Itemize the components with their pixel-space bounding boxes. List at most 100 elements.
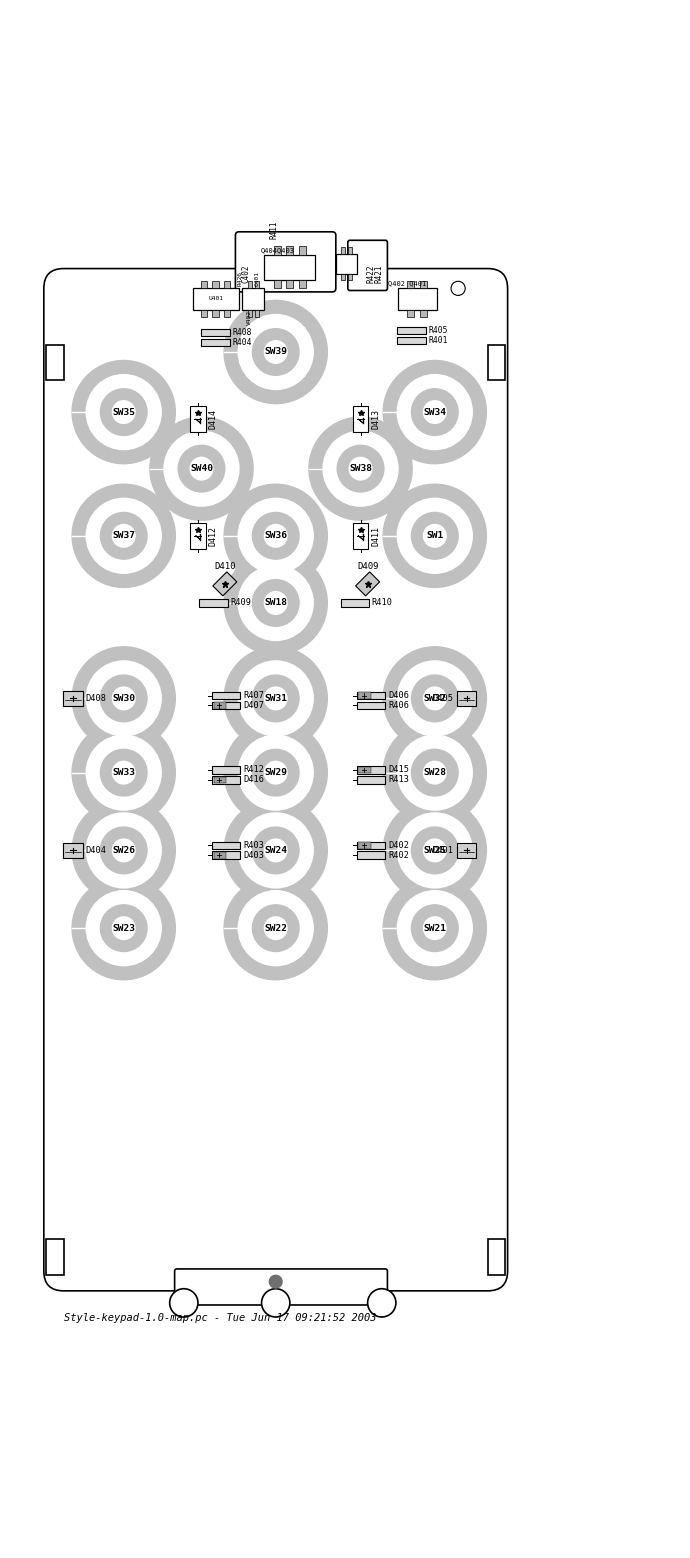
Text: SW33: SW33 [112,768,135,777]
Text: R407: R407 [243,692,264,700]
Bar [63,690,83,706]
Text: C401: C401 [255,271,259,287]
Circle shape [170,1288,198,1317]
FancyBboxPatch shape [348,240,387,290]
Circle shape [397,891,472,966]
Bar [201,340,230,346]
FancyBboxPatch shape [355,572,380,595]
Text: R410: R410 [372,598,393,608]
Text: D408: D408 [86,693,106,703]
Circle shape [238,566,313,640]
Bar [341,246,345,254]
Circle shape [264,840,287,862]
Bar [397,327,426,335]
Circle shape [264,687,287,710]
Bar [212,692,240,700]
Bar [190,407,206,432]
Text: D411: D411 [371,525,380,545]
Circle shape [112,525,135,547]
Circle shape [238,661,313,735]
Bar [299,246,306,256]
Circle shape [269,1276,282,1288]
Circle shape [309,418,412,520]
Text: D405: D405 [433,693,454,703]
Circle shape [383,360,486,464]
Text: SW22: SW22 [264,924,287,933]
Text: Q402 Q401: Q402 Q401 [388,280,426,287]
Bar [274,279,281,288]
Bar [286,246,293,256]
Text: R405: R405 [428,326,448,335]
Bar [46,1239,63,1274]
Text: R401: R401 [428,337,448,346]
Circle shape [397,661,472,735]
Circle shape [238,315,313,390]
Circle shape [411,675,458,721]
Bar [420,280,427,288]
Bar [353,407,368,432]
Circle shape [72,647,175,749]
Text: SW23: SW23 [112,924,135,933]
Bar [248,280,251,288]
Circle shape [100,749,147,796]
Circle shape [253,675,299,721]
Circle shape [100,675,147,721]
Circle shape [253,329,299,375]
Text: D416: D416 [243,776,264,784]
Circle shape [150,418,253,520]
Circle shape [397,813,472,888]
Bar [213,776,226,782]
Bar [341,600,369,606]
Bar [358,767,371,773]
Circle shape [86,813,161,888]
Circle shape [238,813,313,888]
Circle shape [397,499,472,573]
Text: R413: R413 [388,776,409,784]
Text: R403: R403 [243,841,264,851]
Text: D406: D406 [388,692,409,700]
Bar [213,703,226,709]
Text: SW18: SW18 [264,598,287,608]
Text: D412: D412 [208,525,217,545]
Circle shape [86,661,161,735]
Text: V402: V402 [247,310,252,324]
Text: SW29: SW29 [264,768,287,777]
Circle shape [264,762,287,784]
Circle shape [224,799,327,902]
Text: R426: R426 [237,271,242,287]
Circle shape [397,374,472,450]
Circle shape [100,827,147,874]
Text: SW38: SW38 [349,464,372,474]
Bar [407,280,414,288]
Bar [242,288,264,310]
Bar [224,280,230,288]
Text: SW39: SW39 [264,347,287,357]
Circle shape [238,499,313,573]
Text: Q404Q403: Q404Q403 [260,246,294,252]
Bar [46,344,63,380]
Text: SW21: SW21 [423,924,446,933]
Circle shape [253,905,299,952]
Circle shape [112,762,135,784]
FancyBboxPatch shape [213,572,237,595]
Text: D409: D409 [357,562,379,572]
Text: SW25: SW25 [423,846,446,855]
Text: SW36: SW36 [264,531,287,541]
Text: D415: D415 [388,765,409,774]
Bar [299,279,306,288]
Text: R412: R412 [243,765,264,774]
Text: R411: R411 [270,220,279,238]
Bar [457,690,477,706]
Text: D414: D414 [208,410,217,428]
Text: SW35: SW35 [112,408,135,416]
Bar [357,767,385,774]
Bar [201,310,207,316]
Circle shape [262,1288,290,1317]
Circle shape [112,916,135,939]
Text: U401: U401 [208,296,223,301]
Bar [212,852,240,860]
Circle shape [323,432,398,506]
Circle shape [112,840,135,862]
Circle shape [86,374,161,450]
Text: D403: D403 [243,851,264,860]
